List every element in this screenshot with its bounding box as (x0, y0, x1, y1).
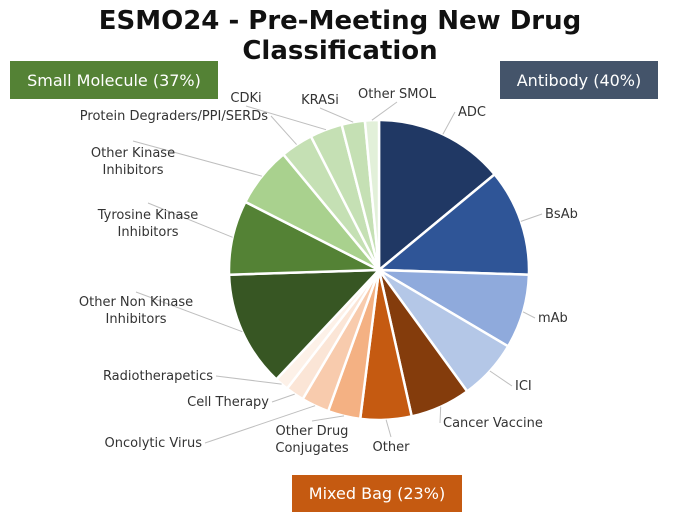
slice-label-other-kinase-inhibitors: Other Kinase Inhibitors (91, 146, 175, 178)
slice-label-other-smol: Other SMOL (358, 87, 437, 102)
leader-line-oncolytic-virus (204, 405, 316, 444)
group-badge-antibody: Antibody (40%) (500, 61, 658, 99)
leader-line-other (385, 419, 392, 438)
leader-line-radiotherapetics (215, 375, 282, 385)
chart-title: ESMO24 - Pre-Meeting New Drug Classifica… (98, 6, 582, 66)
leader-line-other-drug-conjugates (311, 415, 345, 422)
slice-label-radiotherapetics: Radiotherapetics (103, 369, 213, 384)
slice-label-ici: ICI (515, 379, 532, 394)
leader-line-tyrosine-kinase-inhibitors (147, 202, 233, 238)
slice-label-krasi: KRASi (301, 93, 339, 108)
leader-line-other-smol (371, 101, 398, 121)
leader-line-other-non-kinase-inhibitors (135, 291, 243, 333)
slice-label-other-drug-conjugates: Other Drug Conjugates (275, 424, 348, 456)
slice-label-cell-therapy: Cell Therapy (187, 395, 269, 410)
slice-label-other: Other (373, 440, 411, 455)
slice-label-mab: mAb (538, 311, 568, 326)
leader-line-ici (489, 370, 513, 387)
leader-line-mab (522, 311, 536, 319)
group-badge-small-molecule: Small Molecule (37%) (10, 61, 218, 99)
leader-line-cdki (245, 105, 327, 131)
leader-line-cancer-vaccine (439, 406, 442, 424)
leader-line-krasi (319, 107, 354, 123)
group-badge-mixed-bag: Mixed Bag (23%) (292, 475, 462, 512)
slice-label-cancer-vaccine: Cancer Vaccine (443, 416, 543, 431)
leader-line-other-kinase-inhibitors (132, 140, 263, 177)
pie-slice-adc (377, 118, 497, 273)
leader-line-adc (442, 111, 456, 135)
slice-label-cdki: CDKi (230, 91, 261, 106)
slice-label-bsab: BsAb (545, 207, 578, 222)
slice-label-tyrosine-kinase-inhibitors: Tyrosine Kinase Inhibitors (97, 208, 199, 240)
slice-label-other-non-kinase-inhibitors: Other Non Kinase Inhibitors (79, 295, 193, 327)
slice-label-adc: ADC (458, 105, 486, 120)
slice-label-oncolytic-virus: Oncolytic Virus (105, 436, 203, 451)
slice-label-protein-degraders-ppi-serds: Protein Degraders/PPI/SERDs (80, 109, 268, 124)
pie-slice-bsab (375, 172, 531, 276)
leader-line-cell-therapy (271, 393, 295, 403)
leader-line-bsab (520, 213, 543, 222)
leader-line-protein-degraders-ppi-serds (270, 115, 297, 145)
